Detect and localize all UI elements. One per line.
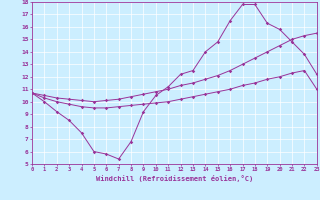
X-axis label: Windchill (Refroidissement éolien,°C): Windchill (Refroidissement éolien,°C): [96, 175, 253, 182]
